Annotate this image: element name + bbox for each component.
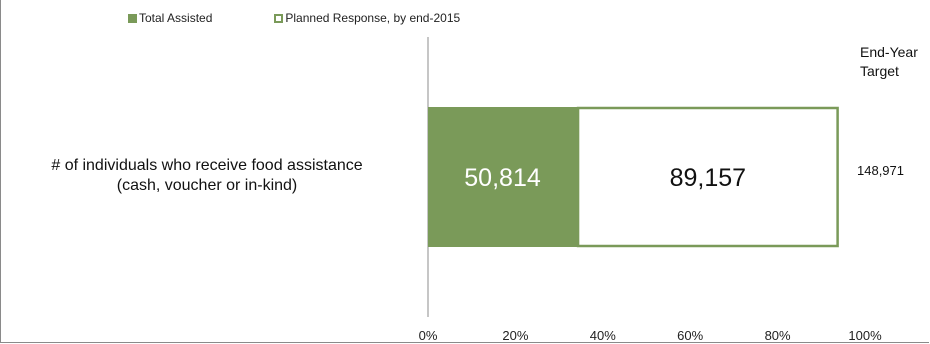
bar-planned-response (576, 106, 839, 248)
legend-item-total-assisted: Total Assisted (128, 11, 212, 25)
x-tick-label: 0% (419, 328, 438, 343)
legend-item-planned-response: Planned Response, by end-2015 (274, 11, 460, 25)
x-tick-label: 60% (677, 328, 703, 343)
category-label: # of individuals who receive food assist… (51, 157, 363, 194)
legend-swatch-total-assisted (128, 13, 137, 23)
legend-label-planned-response: Planned Response, by end-2015 (285, 11, 461, 25)
target-value: 148,971 (857, 163, 904, 178)
legend-swatch-planned-response (274, 13, 284, 23)
target-column-heading: End-Year Target (860, 44, 918, 79)
data-label-planned-response: 89,157 (670, 164, 746, 192)
legend: Total Assisted Planned Response, by end-… (128, 11, 460, 25)
legend-label-total-assisted: Total Assisted (139, 11, 213, 25)
bar-total-assisted (428, 107, 578, 247)
x-tick-label: 40% (590, 328, 616, 343)
x-tick-label: 100% (848, 328, 882, 343)
data-label-total-assisted: 50,814 (464, 164, 541, 192)
x-tick-label: 80% (765, 328, 791, 343)
x-tick-label: 20% (502, 328, 528, 343)
